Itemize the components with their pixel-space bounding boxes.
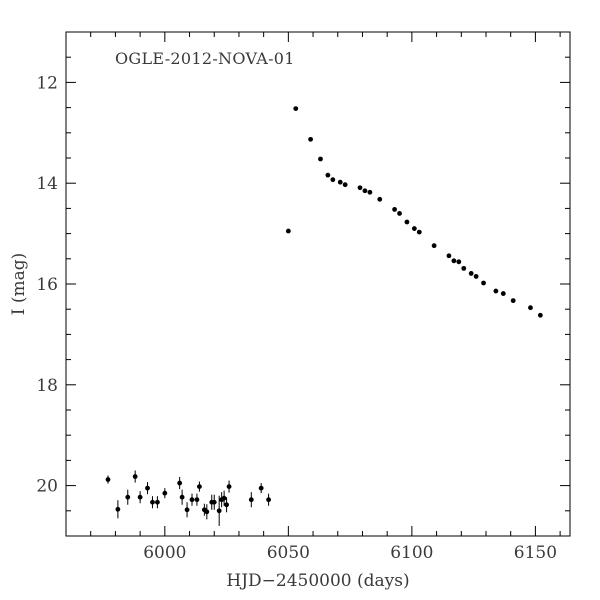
data-point [137,494,143,500]
y-tick-label: 14 [36,174,58,194]
x-tick-label: 6000 [143,543,186,563]
data-point [293,106,299,112]
data-point [537,312,543,318]
data-point [211,499,217,505]
axis-ticks [65,31,570,537]
x-axis-label: HJD−2450000 (days) [226,571,409,591]
data-point [318,156,323,162]
data-point [468,271,474,276]
data-point [431,243,437,249]
x-tick-label: 6150 [514,543,557,563]
data-point [258,485,264,491]
data-point [224,502,229,508]
data-point [456,259,462,265]
y-tick-label: 16 [36,275,58,295]
y-tick-label: 12 [36,73,58,93]
data-point [145,485,150,491]
y-tick-label: 18 [36,376,58,396]
data-point [451,258,457,264]
data-point [357,185,363,191]
plot-frame [65,31,571,537]
data-point [404,219,410,225]
data-point [266,497,271,503]
data-point [330,177,336,183]
data-point [342,182,348,188]
data-point [367,189,373,195]
data-point [481,280,486,286]
y-tick-label: 20 [36,477,58,497]
data-point [473,274,479,279]
data-point [150,499,155,505]
data-point [392,207,397,212]
y-axis-label: I (mag) [9,253,29,316]
data-point [155,499,160,505]
data-point [411,226,417,231]
data-point [221,495,227,501]
data-point [362,188,368,194]
data-point [308,136,313,142]
data-point [162,490,168,496]
data-point [132,474,138,479]
data-point [177,480,183,486]
data-points [105,106,543,515]
tick-labels: 6000 6050 6100 6150 12 14 16 18 20 [36,73,557,563]
data-point [493,288,499,294]
data-point [377,196,383,202]
data-point [189,497,195,503]
data-point [416,229,422,235]
data-point [337,179,343,185]
x-tick-label: 6050 [267,543,310,563]
data-point [184,507,190,513]
data-point [226,484,232,490]
data-point [285,228,291,234]
chart-title: OGLE-2012-NOVA-01 [115,49,295,68]
data-point [325,172,331,178]
data-point [446,253,452,259]
data-point [125,494,131,500]
data-point [216,508,222,514]
x-tick-label: 6100 [390,543,433,563]
error-bars [107,470,270,526]
data-point [528,305,533,311]
data-point [105,477,111,482]
data-point [461,265,467,271]
data-point [179,494,185,500]
data-point [197,484,202,490]
data-point [248,497,254,503]
data-point [204,509,210,515]
data-point [194,497,200,503]
data-point [397,211,402,216]
data-point [510,298,516,304]
data-point [115,506,121,512]
data-point [500,291,506,296]
